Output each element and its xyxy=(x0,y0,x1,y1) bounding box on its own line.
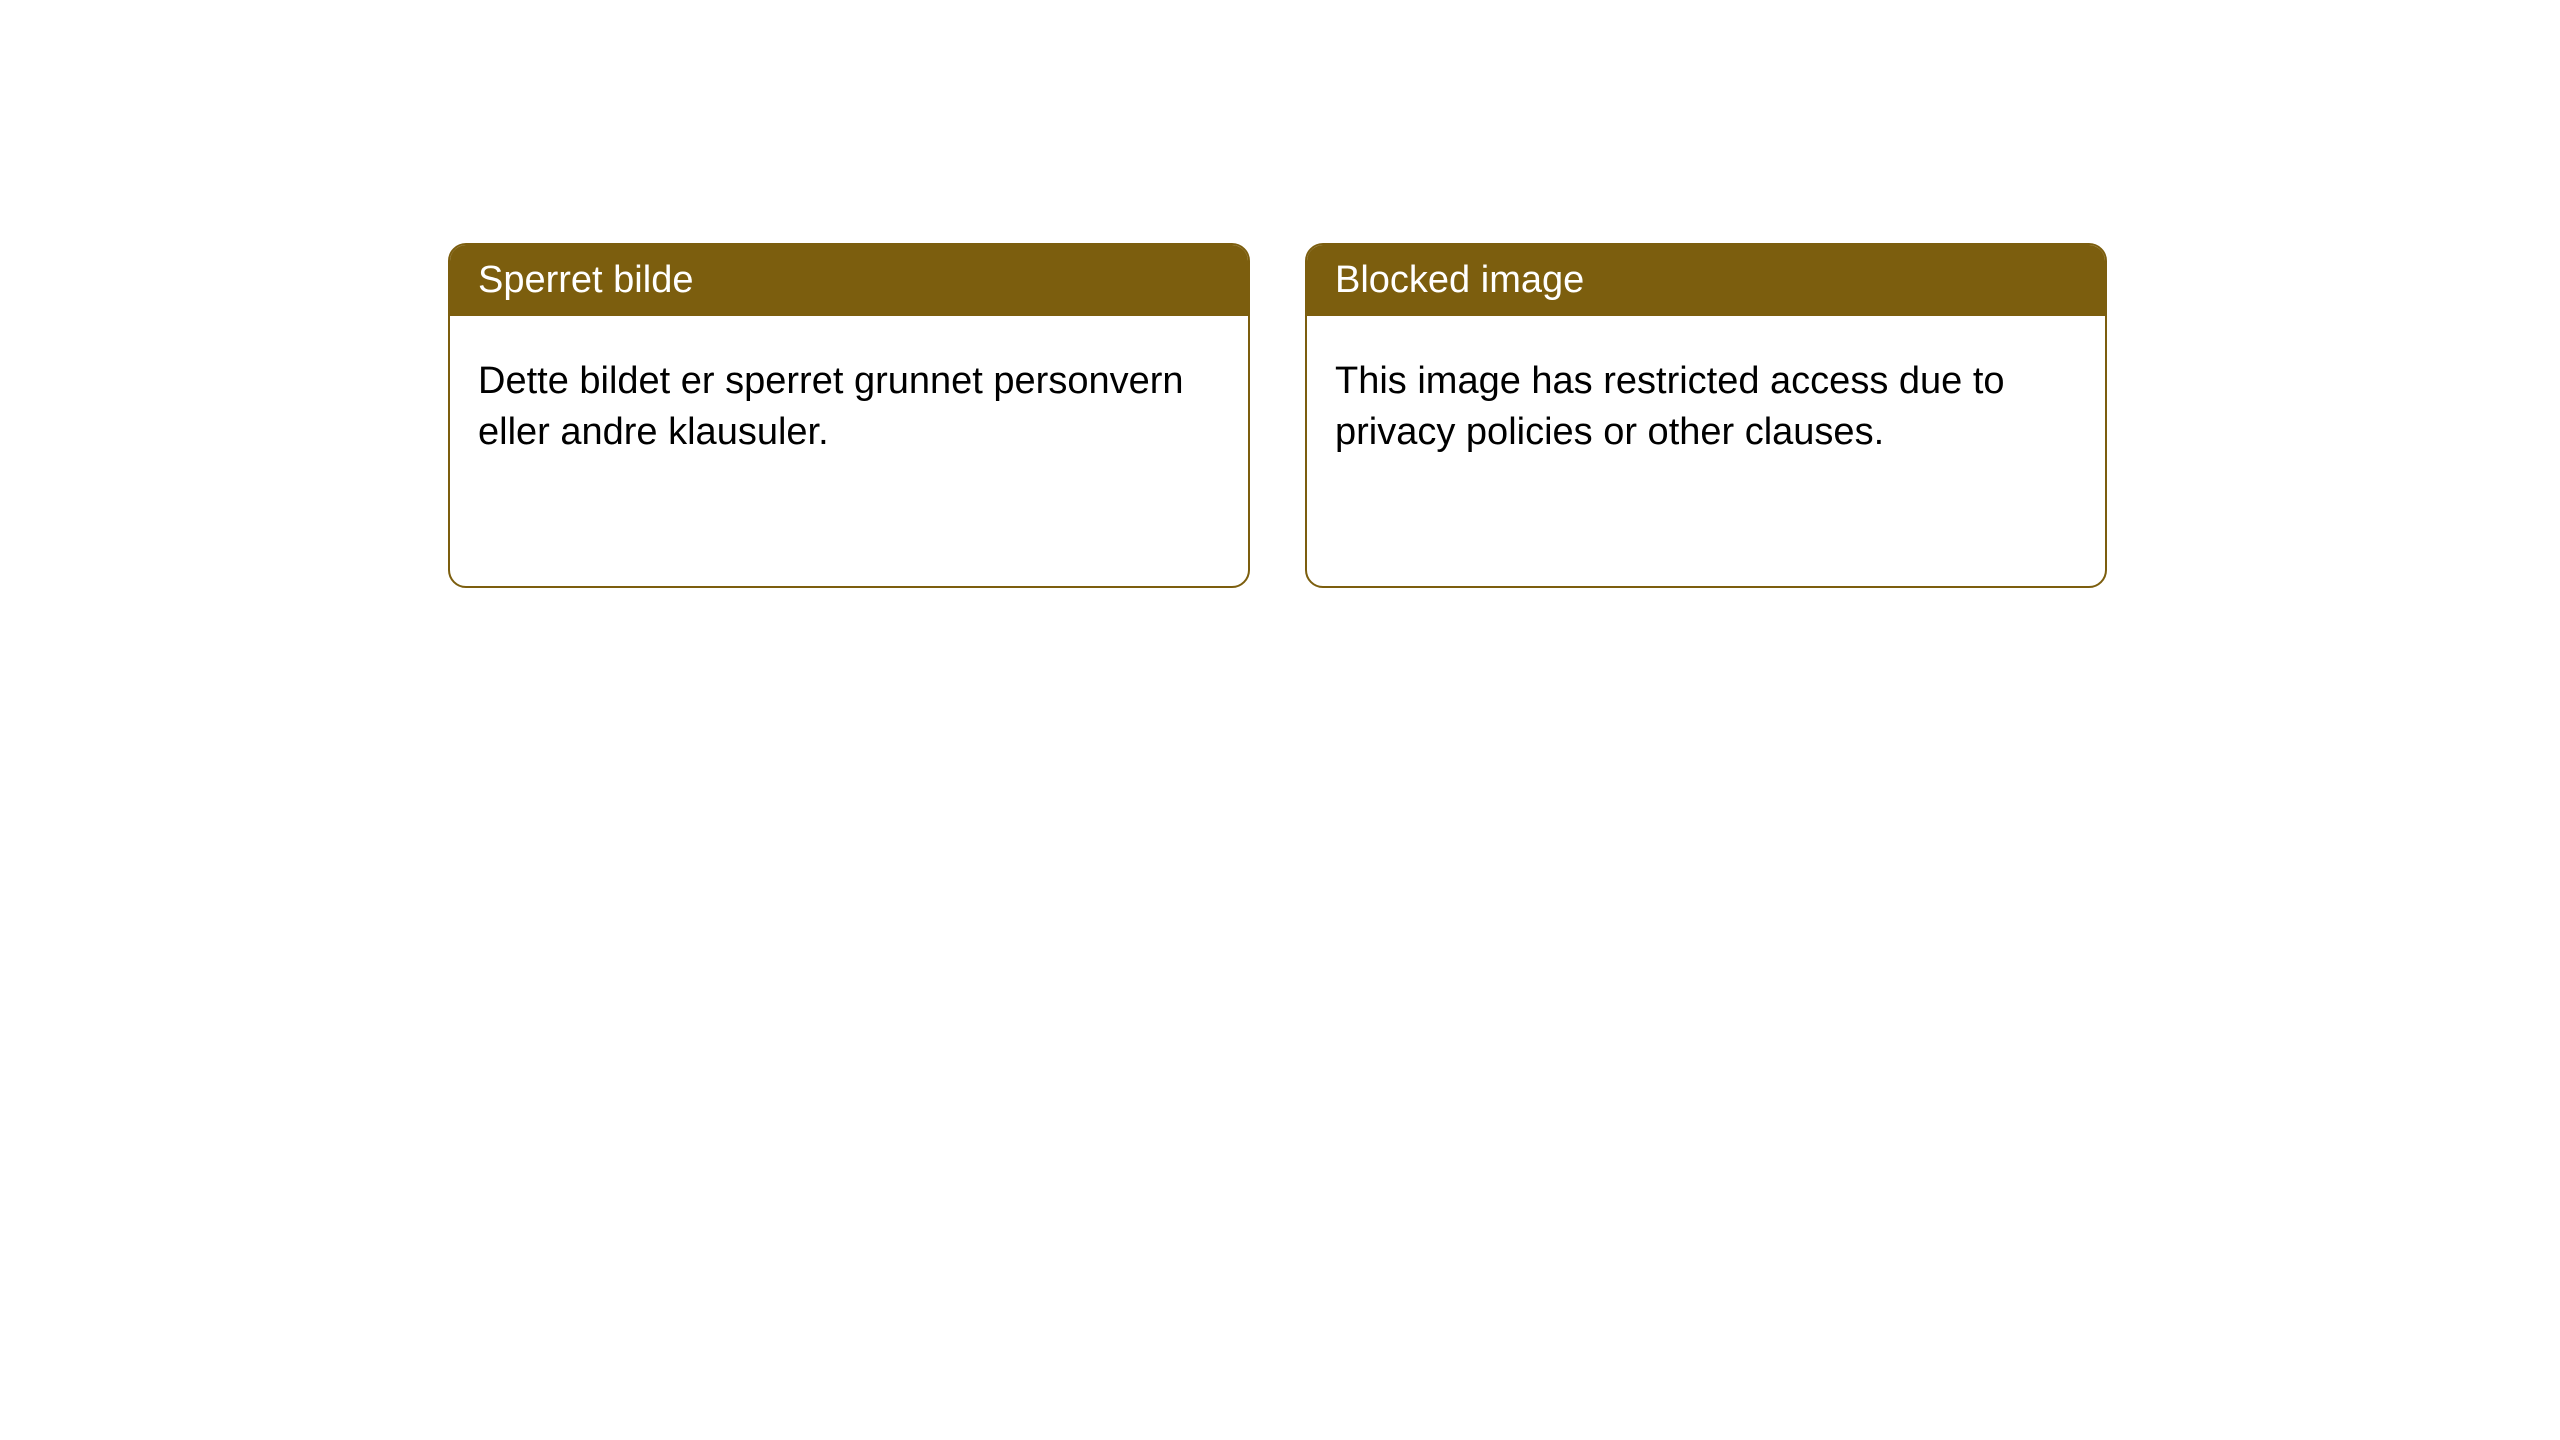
card-body-en: This image has restricted access due to … xyxy=(1307,316,2105,586)
card-header-no: Sperret bilde xyxy=(450,245,1248,316)
blocked-image-card-no: Sperret bilde Dette bildet er sperret gr… xyxy=(448,243,1250,588)
blocked-image-card-en: Blocked image This image has restricted … xyxy=(1305,243,2107,588)
notice-cards-container: Sperret bilde Dette bildet er sperret gr… xyxy=(0,0,2560,588)
card-body-no: Dette bildet er sperret grunnet personve… xyxy=(450,316,1248,586)
card-header-en: Blocked image xyxy=(1307,245,2105,316)
